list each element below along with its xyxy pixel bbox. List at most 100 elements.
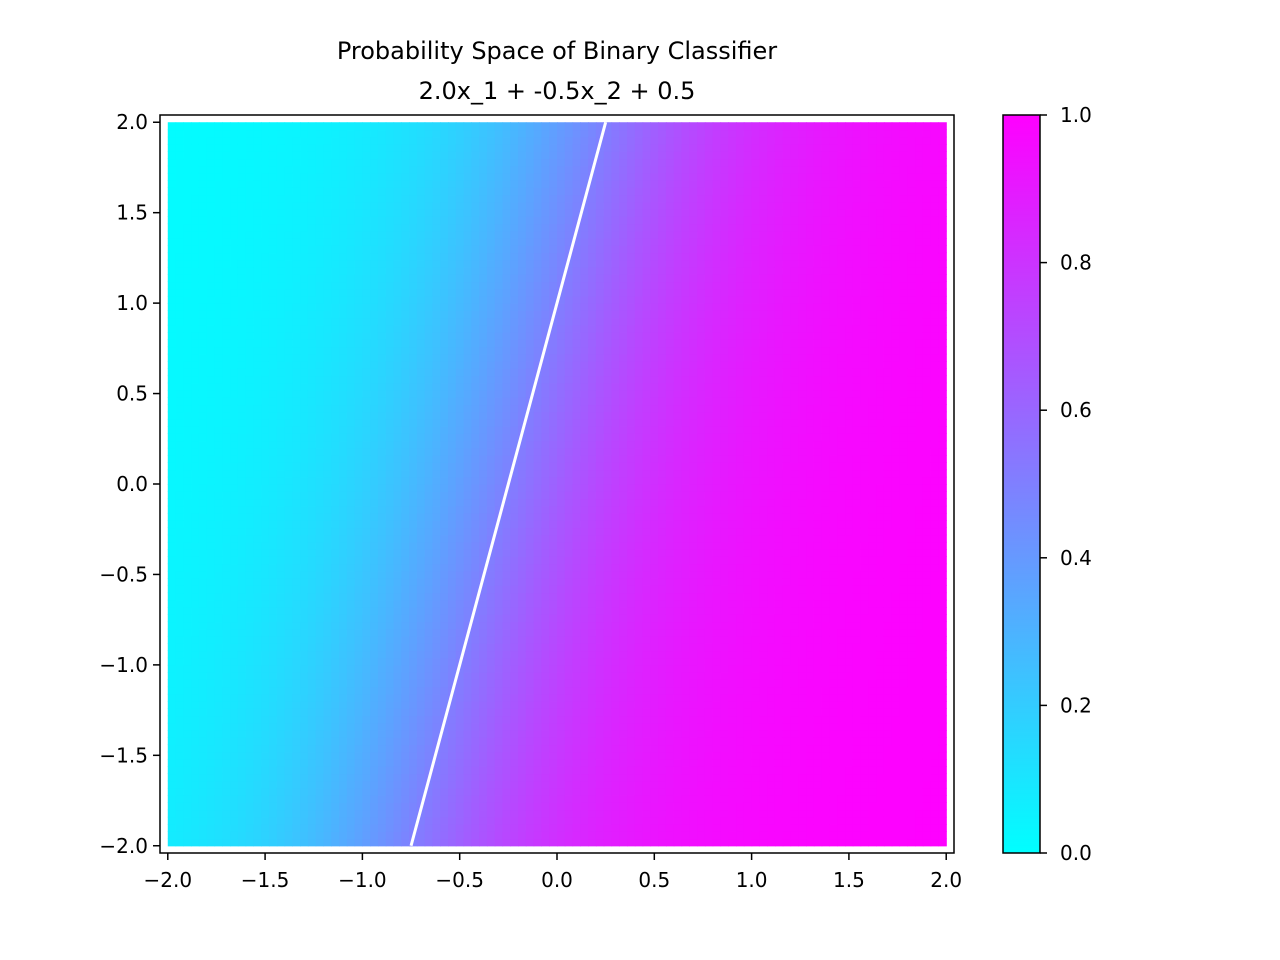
heatmap-cell [479,498,488,507]
heatmap-cell [440,672,449,680]
heatmap-cell [339,346,348,355]
heatmap-cell [448,469,457,478]
heatmap-cell [230,780,239,789]
heatmap-cell [183,180,192,188]
heatmap-cell [362,426,371,434]
heatmap-cell [370,455,379,463]
heatmap-cell [175,295,184,304]
heatmap-cell [393,816,402,825]
heatmap-cell [370,787,379,796]
heatmap-cell [323,831,332,840]
heatmap-cell [339,447,348,456]
heatmap-cell [354,838,363,847]
heatmap-cell [300,368,309,377]
heatmap-cell [370,122,379,131]
heatmap-cell [354,549,363,557]
heatmap-cell [486,303,496,311]
heatmap-cell [315,295,325,304]
heatmap-cell [300,194,309,203]
heatmap-cell [510,484,519,492]
heatmap-cell [331,715,340,724]
heatmap-cell [230,397,239,406]
heatmap-cell [175,476,184,485]
heatmap-cell [214,201,223,210]
heatmap-cell [191,440,200,449]
heatmap-cell [486,599,496,608]
heatmap-cell [486,216,496,225]
heatmap-cell [237,122,247,131]
heatmap-cell [339,375,348,384]
heatmap-cell [494,621,504,630]
heatmap-cell [191,324,200,333]
heatmap-cell [284,809,293,818]
heatmap-cell [191,527,200,536]
heatmap-cell [245,787,255,796]
heatmap-cell [206,766,216,775]
heatmap-cell [471,838,480,847]
heatmap-cell [315,389,325,398]
heatmap-cell [276,252,286,261]
heatmap-cell [222,447,231,456]
heatmap-cell [245,643,255,652]
heatmap-cell [315,252,325,261]
heatmap-cell [471,165,480,174]
heatmap-cell [206,758,216,767]
heatmap-cell [261,693,270,702]
heatmap-cell [401,266,410,275]
heatmap-cell [541,223,550,232]
heatmap-cell [455,621,465,630]
heatmap-cell [533,491,543,500]
heatmap-cell [463,657,472,666]
heatmap-cell [315,614,325,623]
heatmap-cell [268,758,278,767]
heatmap-cell [385,317,395,326]
heatmap-cell [284,209,293,217]
heatmap-cell [424,737,434,746]
heatmap-cell [268,816,278,825]
heatmap-cell [541,411,550,420]
heatmap-cell [416,614,426,623]
heatmap-cell [416,563,426,572]
heatmap-cell [541,462,550,471]
heatmap-cell [300,534,309,543]
heatmap-cell [432,346,441,355]
heatmap-cell [362,346,371,355]
heatmap-cell [354,332,363,340]
heatmap-cell [455,831,465,840]
heatmap-cell [183,317,192,326]
heatmap-cell [245,715,255,724]
heatmap-cell [494,339,504,348]
heatmap-cell [479,223,488,232]
heatmap-cell [245,252,255,261]
heatmap-cell [448,599,457,608]
heatmap-cell [198,512,208,521]
heatmap-cell [214,831,223,840]
heatmap-cell [424,787,434,796]
heatmap-cell [525,172,535,181]
heatmap-cell [175,252,184,261]
heatmap-cell [377,238,387,246]
heatmap-cell [541,780,550,789]
heatmap-cell [261,324,270,333]
heatmap-cell [253,455,262,463]
heatmap-cell [416,129,426,138]
heatmap-cell [393,375,402,384]
heatmap-cell [486,266,496,275]
heatmap-cell [362,136,371,145]
heatmap-cell [541,397,550,406]
heatmap-cell [385,686,395,695]
heatmap-cell [222,795,231,803]
heatmap-cell [222,266,231,275]
heatmap-cell [525,245,535,254]
heatmap-cell [206,643,216,652]
heatmap-cell [416,708,426,717]
heatmap-cell [237,816,247,825]
heatmap-cell [502,751,511,760]
heatmap-cell [339,686,348,695]
heatmap-cell [268,194,278,203]
heatmap-cell [222,578,231,586]
heatmap-cell [292,744,301,753]
heatmap-cell [276,549,286,557]
heatmap-cell [541,324,550,333]
heatmap-cell [222,664,231,673]
